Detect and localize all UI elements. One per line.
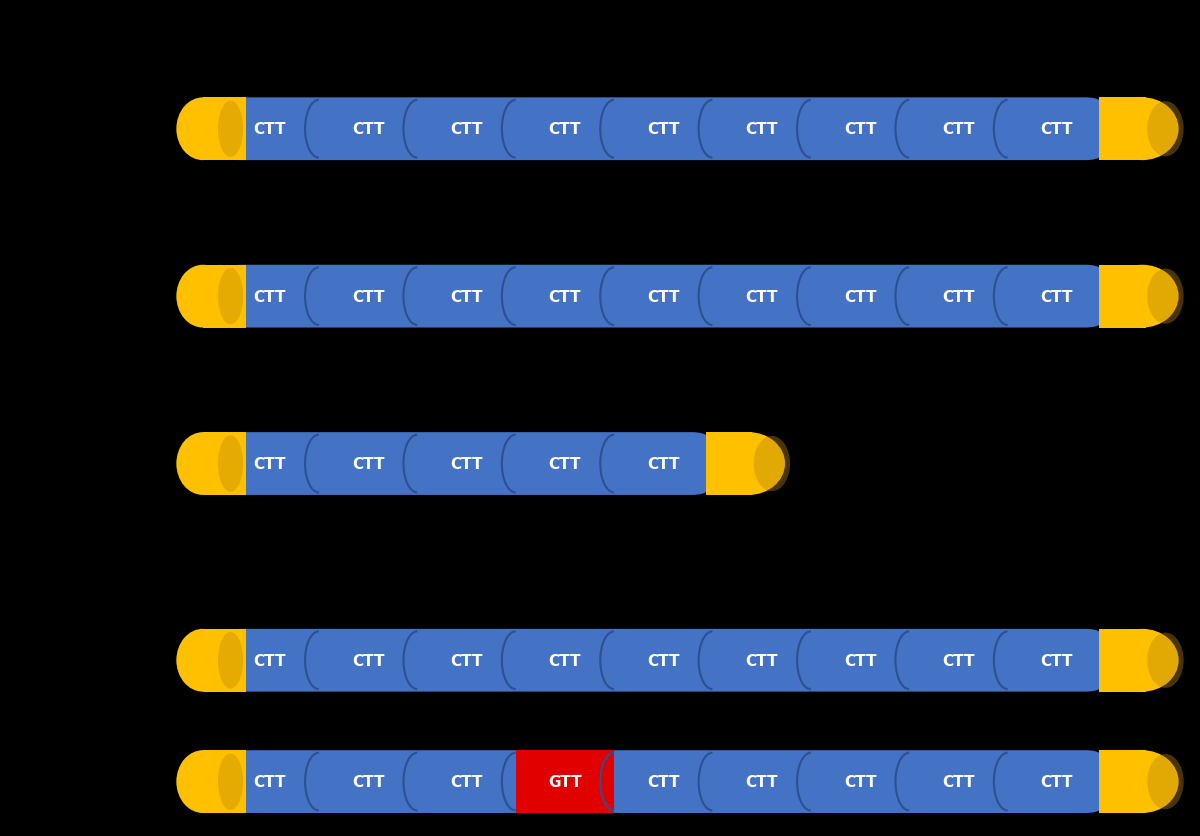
Ellipse shape <box>1106 629 1178 692</box>
Text: CTT: CTT <box>352 774 384 789</box>
Text: CTT: CTT <box>942 774 974 789</box>
Text: CTT: CTT <box>1040 289 1073 304</box>
Text: CTT: CTT <box>1040 653 1073 668</box>
Text: CTT: CTT <box>1040 774 1073 789</box>
Text: CTT: CTT <box>1040 122 1073 137</box>
Text: CTT: CTT <box>647 456 679 472</box>
Text: GTT: GTT <box>548 774 582 789</box>
Text: CTT: CTT <box>647 289 679 304</box>
Text: CTT: CTT <box>844 774 876 789</box>
Bar <box>203 751 246 813</box>
Text: CTT: CTT <box>745 289 778 304</box>
Text: CTT: CTT <box>253 122 286 137</box>
Ellipse shape <box>218 632 244 689</box>
Text: CTT: CTT <box>548 289 581 304</box>
Text: CTT: CTT <box>450 456 482 472</box>
Ellipse shape <box>176 266 229 329</box>
Text: CTT: CTT <box>942 122 974 137</box>
Bar <box>516 751 614 813</box>
Bar <box>1099 98 1146 161</box>
Text: CTT: CTT <box>352 289 384 304</box>
Bar <box>1099 629 1146 692</box>
Text: CTT: CTT <box>450 289 482 304</box>
Text: CTT: CTT <box>844 289 876 304</box>
Ellipse shape <box>210 266 232 329</box>
Bar <box>1099 266 1146 328</box>
Text: CTT: CTT <box>844 653 876 668</box>
Ellipse shape <box>176 433 229 495</box>
FancyBboxPatch shape <box>221 629 1106 692</box>
Ellipse shape <box>218 268 244 325</box>
Ellipse shape <box>1106 751 1178 813</box>
Text: CTT: CTT <box>745 774 778 789</box>
Ellipse shape <box>754 436 790 492</box>
Ellipse shape <box>176 629 229 692</box>
Ellipse shape <box>1106 98 1178 161</box>
Ellipse shape <box>1147 269 1183 324</box>
Ellipse shape <box>218 436 244 492</box>
Text: CTT: CTT <box>942 653 974 668</box>
Ellipse shape <box>210 433 232 495</box>
Text: CTT: CTT <box>844 122 876 137</box>
Text: CTT: CTT <box>548 456 581 472</box>
Text: CTT: CTT <box>647 774 679 789</box>
Text: CTT: CTT <box>548 653 581 668</box>
Text: CTT: CTT <box>548 122 581 137</box>
Text: CTT: CTT <box>253 456 286 472</box>
Text: CTT: CTT <box>352 122 384 137</box>
Text: CTT: CTT <box>450 774 482 789</box>
Ellipse shape <box>176 751 229 813</box>
Text: CTT: CTT <box>253 774 286 789</box>
Text: CTT: CTT <box>253 653 286 668</box>
Ellipse shape <box>218 101 244 158</box>
Text: CTT: CTT <box>745 122 778 137</box>
Bar <box>203 433 246 495</box>
Text: CTT: CTT <box>647 653 679 668</box>
Text: CTT: CTT <box>450 122 482 137</box>
Bar <box>203 266 246 328</box>
Text: CTT: CTT <box>647 122 679 137</box>
Bar <box>203 629 246 692</box>
Ellipse shape <box>218 753 244 810</box>
Ellipse shape <box>210 751 232 813</box>
Bar <box>1099 751 1146 813</box>
Ellipse shape <box>713 433 785 495</box>
FancyBboxPatch shape <box>221 99 1106 161</box>
Text: CTT: CTT <box>745 653 778 668</box>
Bar <box>706 433 752 495</box>
Text: CTT: CTT <box>450 653 482 668</box>
Text: CTT: CTT <box>942 289 974 304</box>
FancyBboxPatch shape <box>221 432 713 495</box>
Text: CTT: CTT <box>352 456 384 472</box>
Text: CTT: CTT <box>253 289 286 304</box>
Ellipse shape <box>176 98 229 161</box>
Ellipse shape <box>1147 754 1183 809</box>
FancyBboxPatch shape <box>221 751 1106 813</box>
Bar <box>203 98 246 161</box>
Ellipse shape <box>1147 102 1183 157</box>
FancyBboxPatch shape <box>221 266 1106 328</box>
Ellipse shape <box>210 629 232 692</box>
Text: CTT: CTT <box>352 653 384 668</box>
Ellipse shape <box>1147 633 1183 688</box>
Ellipse shape <box>210 98 232 161</box>
Ellipse shape <box>1106 266 1178 329</box>
